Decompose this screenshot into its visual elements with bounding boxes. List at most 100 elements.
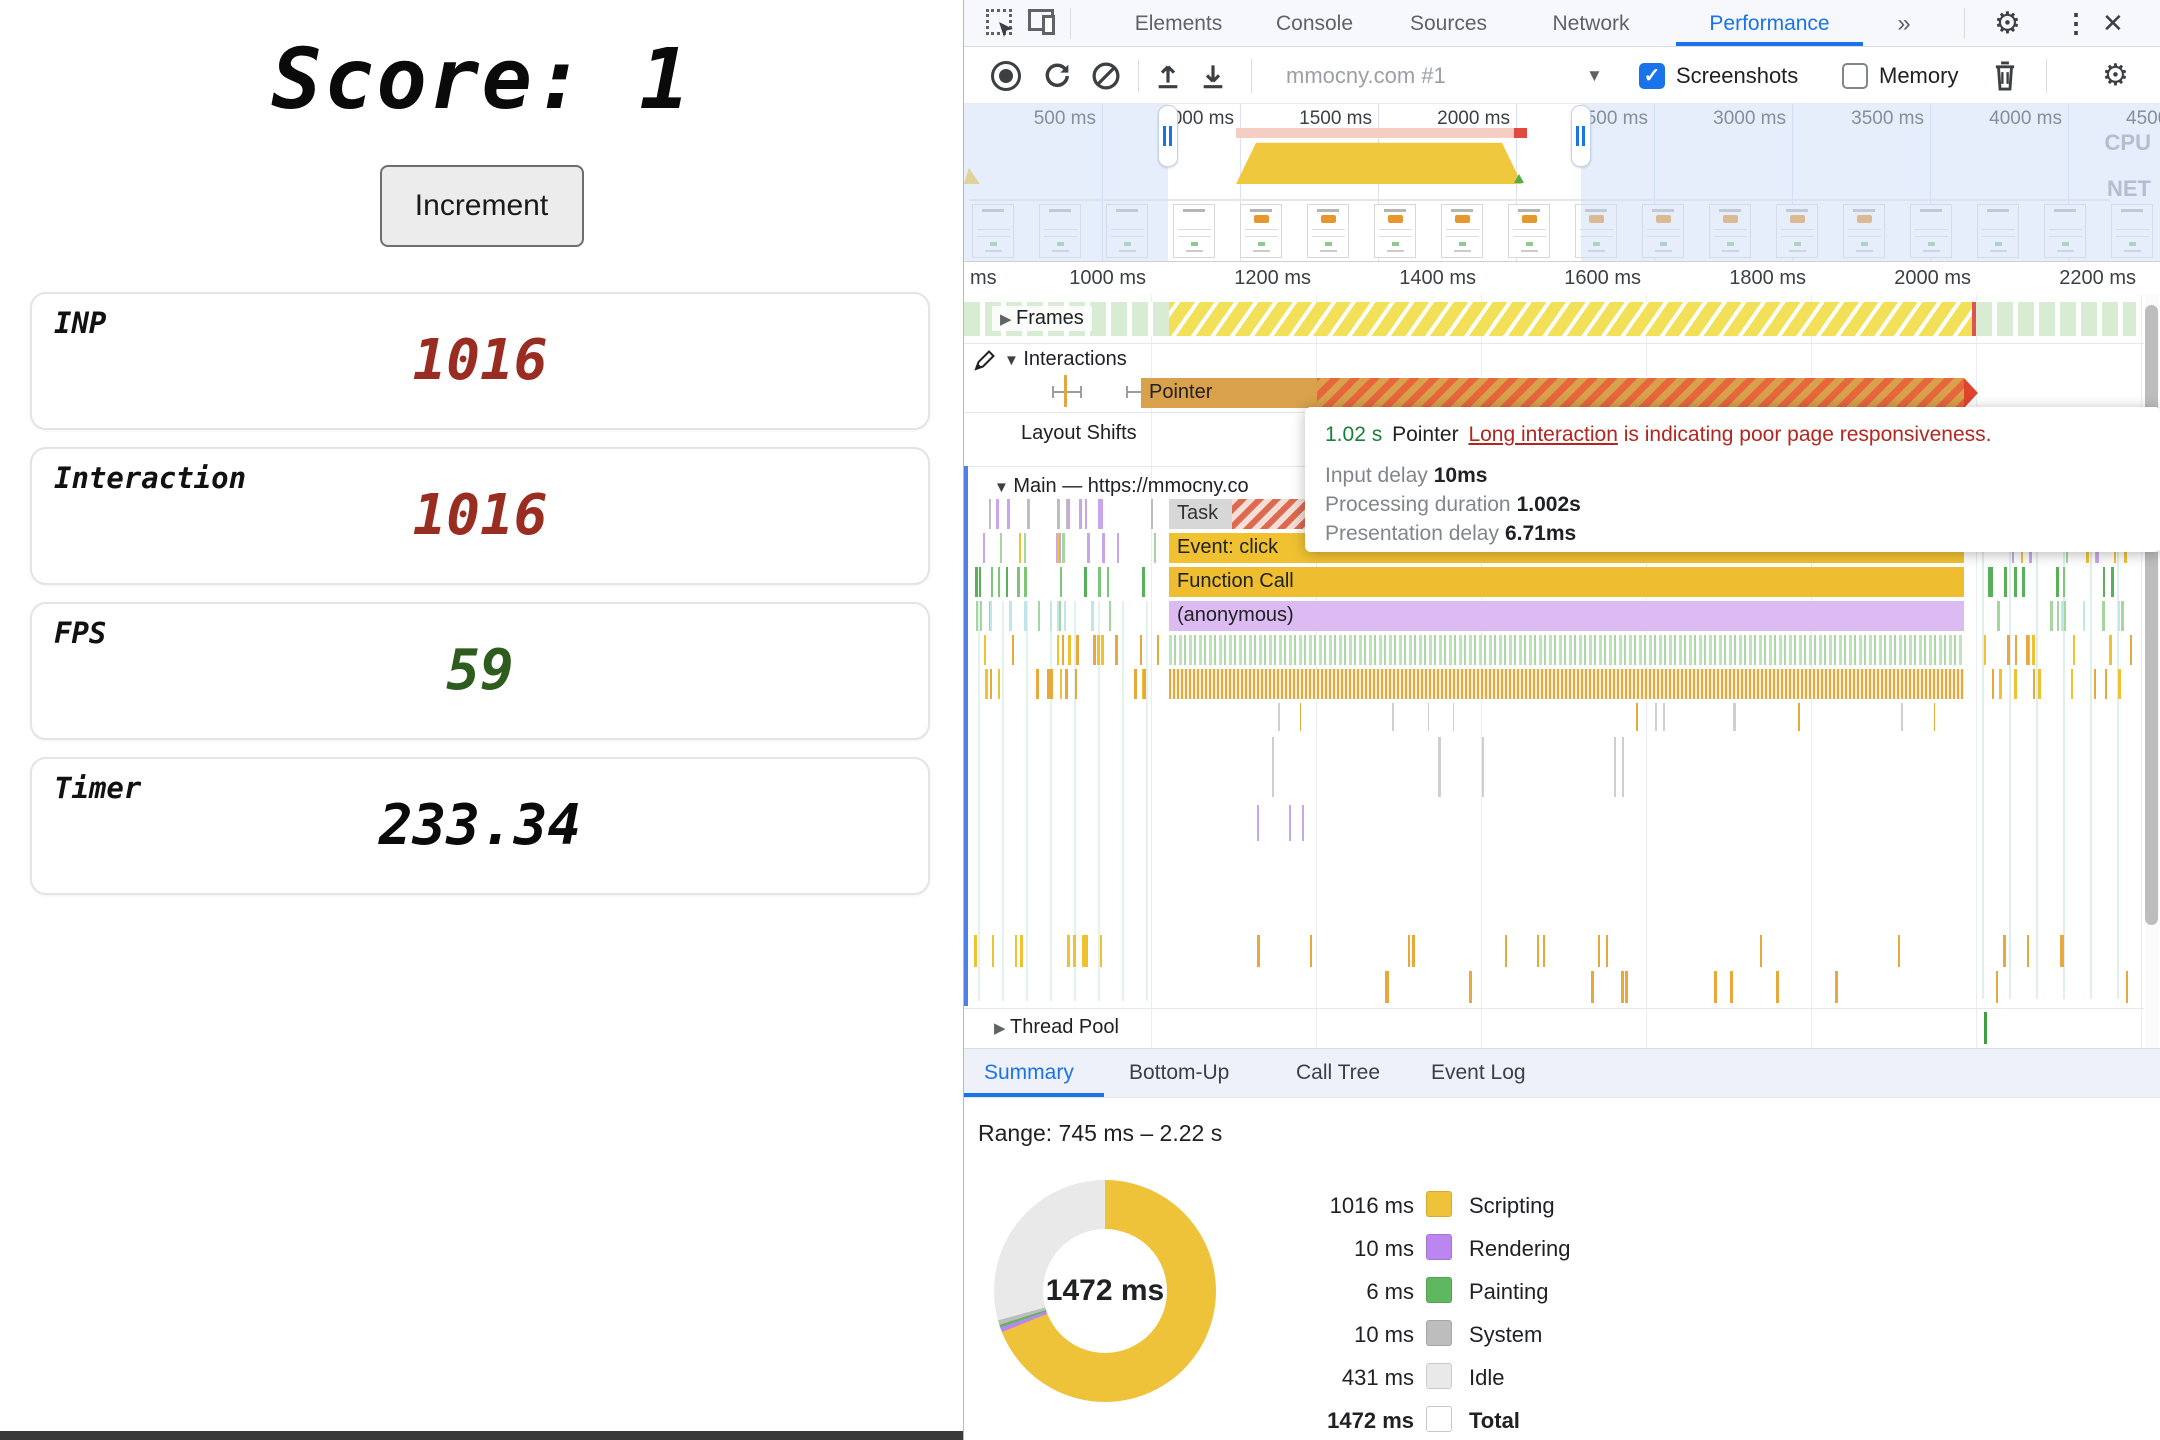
more-tabs-button[interactable]: »	[1897, 10, 1911, 37]
frames-segment-partial	[1976, 302, 2136, 336]
frames-track-label: Frames	[1016, 307, 1084, 329]
ruler-tick: ms	[970, 267, 997, 289]
ruler-tick: 1200 ms	[1234, 267, 1311, 289]
increment-button[interactable]: Increment	[379, 165, 584, 247]
interactions-track-header[interactable]: ▼ Interactions	[1004, 348, 1127, 371]
whisker-cap	[1126, 386, 1128, 398]
tooltip-event: Pointer	[1392, 423, 1459, 446]
web-page: Score: 1 Increment INP 1016 Interaction …	[0, 0, 963, 1440]
filmstrip-thumbnail[interactable]	[1173, 204, 1215, 258]
upload-profile-icon[interactable]	[1152, 60, 1184, 92]
tab-sources[interactable]: Sources	[1409, 12, 1488, 35]
tab-console[interactable]: Console	[1275, 12, 1354, 35]
tab-summary[interactable]: Summary	[984, 1061, 1074, 1084]
anonymous-bar[interactable]: (anonymous)	[1169, 601, 1964, 631]
divider	[1964, 8, 1965, 39]
tab-elements[interactable]: Elements	[1134, 12, 1223, 35]
filmstrip-thumbnail[interactable]	[1374, 204, 1416, 258]
tab-performance[interactable]: Performance	[1709, 12, 1830, 35]
profile-select[interactable]: mmocny.com #1	[1286, 63, 1446, 88]
long-interaction-link[interactable]: Long interaction	[1468, 423, 1618, 446]
main-track-header[interactable]: ▼ Main — https://mmocny.co	[994, 475, 1249, 498]
legend-swatch	[1426, 1277, 1452, 1303]
timeline-overview[interactable]: 500 ms 1000 ms 1500 ms 2000 ms 2500 ms 3…	[964, 104, 2160, 262]
thread-pool-track-header[interactable]: ▶ Thread Pool	[994, 1016, 1119, 1039]
frames-track-header[interactable]: ▶ Frames	[992, 306, 1092, 331]
score-heading: Score: 1	[271, 30, 692, 128]
legend-value: 1016 ms	[1329, 1193, 1414, 1218]
timeline-ruler: ms 1000 ms 1200 ms 1400 ms 1600 ms 1800 …	[964, 262, 2160, 295]
divider	[1251, 59, 1252, 93]
pointer-interaction-bar[interactable]: Pointer	[1141, 378, 1317, 408]
filmstrip-thumbnail[interactable]	[1441, 204, 1483, 258]
record-icon[interactable]	[991, 61, 1021, 91]
ruler-tick: 1000 ms	[1069, 267, 1146, 289]
collapse-arrow-icon[interactable]: ▼	[994, 479, 1009, 496]
inp-card: INP 1016	[30, 292, 930, 430]
device-toolbar-icon[interactable]	[1028, 9, 1058, 35]
screenshots-checkbox[interactable]: ✓	[1639, 63, 1665, 89]
garbage-collect-icon[interactable]	[1989, 59, 2021, 93]
layout-shifts-track-label[interactable]: Layout Shifts	[1021, 422, 1137, 444]
collapse-arrow-icon[interactable]: ▼	[1004, 352, 1019, 369]
pencil-icon[interactable]	[972, 349, 996, 373]
pointer-long-interaction-bar[interactable]	[1317, 378, 1964, 408]
tab-event-log[interactable]: Event Log	[1431, 1061, 1526, 1084]
tooltip-warning: is indicating poor page responsiveness.	[1617, 423, 1992, 446]
timer-label: Timer	[54, 771, 142, 805]
scrollbar-thumb[interactable]	[2145, 305, 2158, 925]
window-handle-left[interactable]	[1158, 105, 1178, 167]
ruler-tick: 1600 ms	[1564, 267, 1641, 289]
expand-arrow-icon[interactable]: ▶	[994, 1020, 1006, 1037]
settings-gear-icon[interactable]: ⚙	[1994, 7, 2021, 40]
function-call-bar[interactable]: Function Call	[1169, 567, 1964, 597]
screenshots-label[interactable]: Screenshots	[1676, 63, 1799, 88]
download-profile-icon[interactable]	[1197, 60, 1229, 92]
inp-value: 1016	[412, 328, 548, 393]
divider	[964, 343, 2144, 344]
memory-checkbox[interactable]	[1842, 63, 1868, 89]
expand-arrow-icon[interactable]: ▶	[1000, 311, 1012, 328]
ruler-tick: 2200 ms	[2059, 267, 2136, 289]
tab-call-tree[interactable]: Call Tree	[1296, 1061, 1381, 1084]
legend-value: 6 ms	[1366, 1279, 1414, 1304]
active-tab-underline	[1676, 42, 1863, 46]
bottom-tabbar: Summary Bottom-Up Call Tree Event Log	[964, 1048, 2160, 1098]
tooltip-duration: 1.02 s	[1325, 423, 1383, 446]
event-click-bar-label: Event: click	[1177, 536, 1279, 558]
filmstrip-thumbnail[interactable]	[1508, 204, 1550, 258]
frames-segment-dropped	[1169, 302, 1972, 336]
filmstrip-thumbnail[interactable]	[1307, 204, 1349, 258]
menu-dots-icon[interactable]: ⋮	[2063, 8, 2089, 38]
devtools-panel: Elements Console Sources Network Perform…	[963, 0, 2160, 1440]
window-handle-right[interactable]	[1571, 105, 1591, 167]
ruler-tick: 2000 ms	[1894, 267, 1971, 289]
legend-label: System	[1469, 1322, 1543, 1347]
inspect-icon[interactable]	[986, 9, 1013, 37]
overview-tick: 1000 ms	[1161, 108, 1234, 129]
capture-settings-gear-icon[interactable]: ⚙	[2102, 59, 2129, 92]
tab-network[interactable]: Network	[1552, 12, 1630, 35]
overview-dim-left	[964, 104, 1168, 261]
long-task-strip	[1236, 128, 1527, 138]
tooltip-row: Input delay 10ms	[1325, 464, 1488, 487]
close-devtools-icon[interactable]: ✕	[2102, 8, 2124, 38]
main-track-label: Main — https://mmocny.co	[1013, 475, 1249, 497]
inp-label: INP	[54, 306, 107, 340]
memory-label[interactable]: Memory	[1879, 63, 1959, 88]
interaction-tooltip: 1.02 s Pointer Long interaction is indic…	[1305, 407, 2160, 552]
thread-pool-track-label: Thread Pool	[1010, 1016, 1119, 1038]
fps-label: FPS	[54, 616, 107, 650]
interactions-track-label: Interactions	[1023, 348, 1127, 370]
legend-label: Rendering	[1469, 1236, 1571, 1261]
clear-icon[interactable]	[1091, 61, 1121, 91]
legend-label: Painting	[1469, 1279, 1549, 1304]
profile-select-caret-icon[interactable]: ▼	[1586, 66, 1603, 85]
whisker-cap	[1052, 386, 1054, 398]
tooltip-headline: 1.02 s Pointer Long interaction is indic…	[1325, 423, 2141, 447]
filmstrip-thumbnail[interactable]	[1240, 204, 1282, 258]
legend-swatch	[1426, 1363, 1452, 1389]
tab-bottom-up[interactable]: Bottom-Up	[1129, 1061, 1230, 1084]
reload-icon[interactable]	[1041, 60, 1073, 92]
